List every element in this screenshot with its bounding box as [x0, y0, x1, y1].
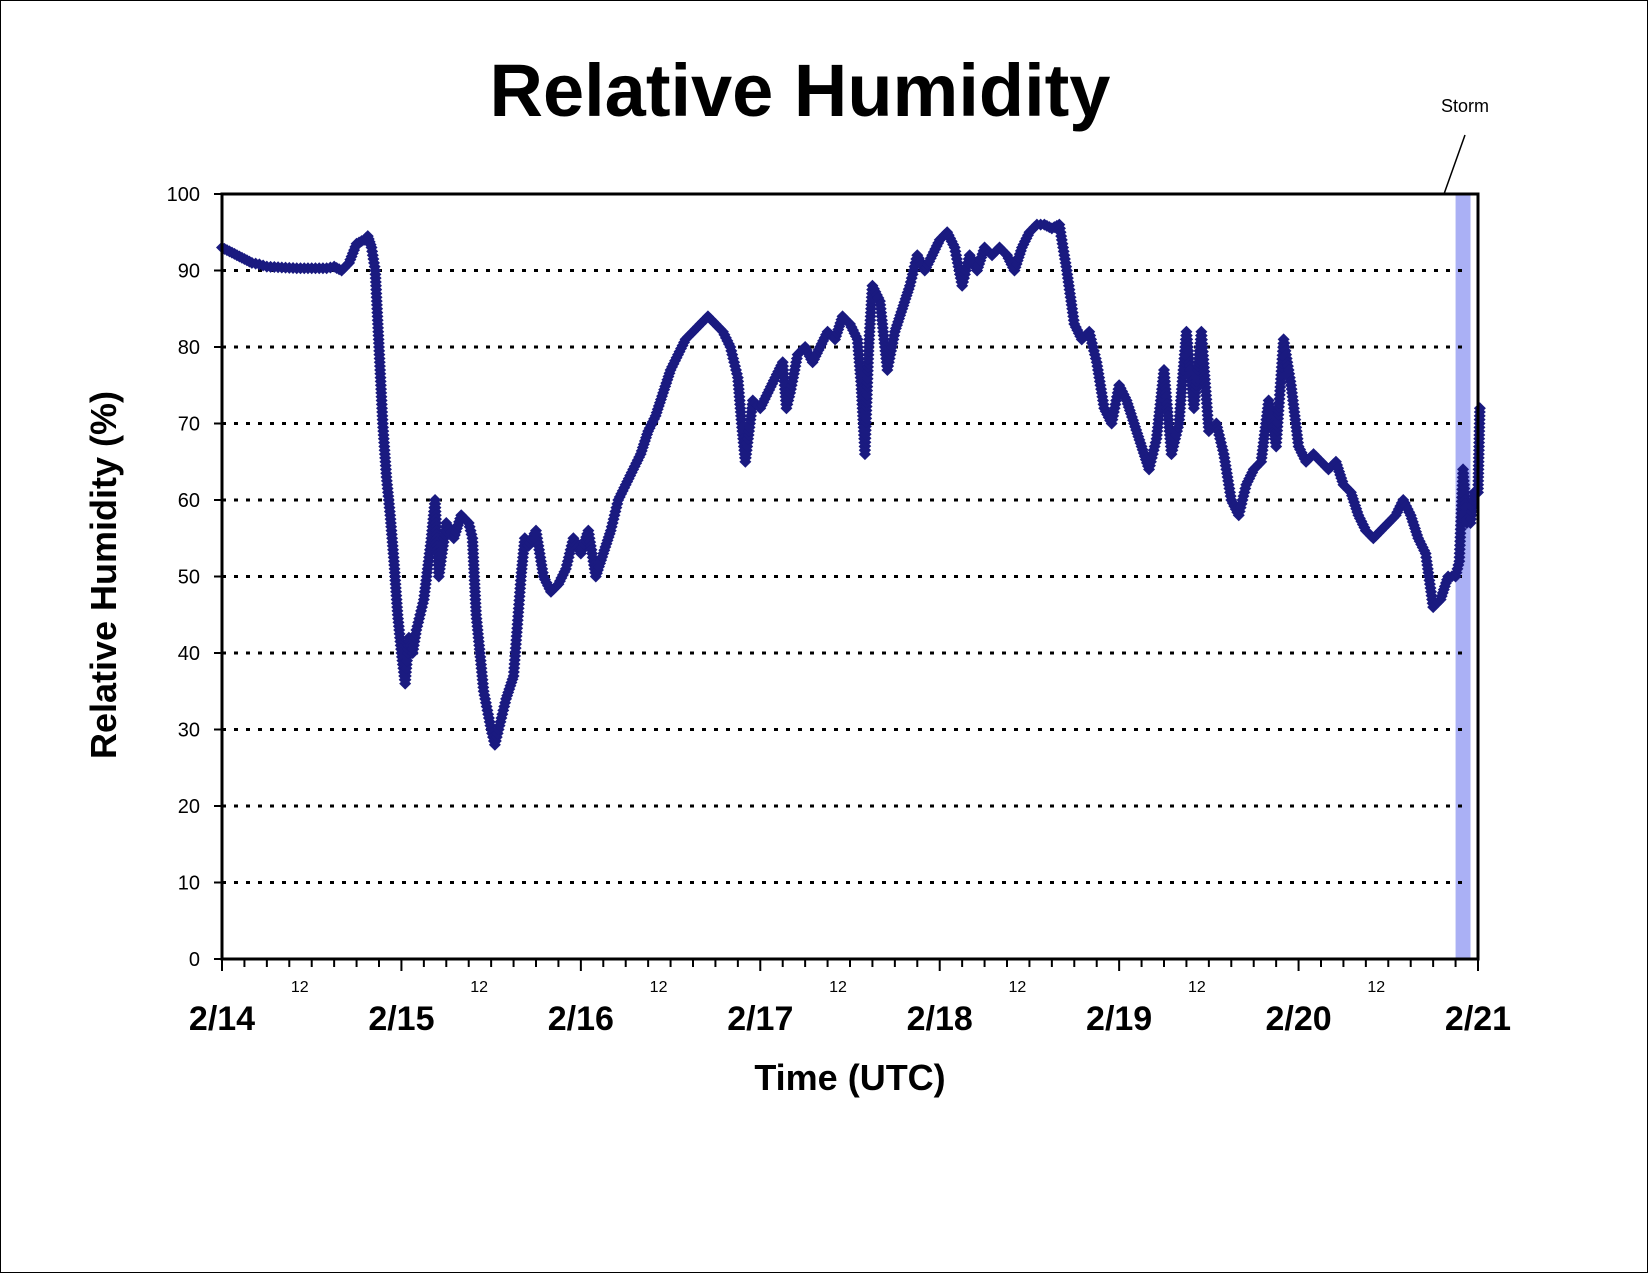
x-axis-title: Time (UTC) — [754, 1057, 945, 1098]
y-tick-label: 30 — [178, 720, 200, 742]
x-hour-label: 12 — [1188, 979, 1206, 996]
y-axis-ticks: 0 10 20 30 40 50 60 70 80 90 100 — [167, 184, 222, 971]
y-tick-label: 10 — [178, 873, 200, 895]
y-tick-label: 90 — [178, 261, 200, 283]
x-hour-label: 12 — [1367, 979, 1385, 996]
y-tick-label: 40 — [178, 643, 200, 665]
y-tick-label: 50 — [178, 567, 200, 589]
x-hour-label: 12 — [829, 979, 847, 996]
y-axis-title: Relative Humidity (%) — [83, 391, 124, 759]
storm-band — [1455, 194, 1471, 959]
x-day-label: 2/20 — [1265, 1000, 1331, 1038]
storm-band-layer — [1455, 194, 1471, 959]
x-day-label: 2/17 — [727, 1000, 793, 1038]
y-tick-label: 100 — [167, 184, 200, 206]
y-tick-label: 70 — [178, 414, 200, 436]
y-tick-label: 80 — [178, 337, 200, 359]
y-tick-label: 0 — [189, 949, 200, 971]
storm-annotation-label: Storm — [1441, 96, 1489, 116]
x-day-label: 2/21 — [1445, 1000, 1511, 1038]
x-day-label: 2/18 — [907, 1000, 973, 1038]
x-hour-label: 12 — [470, 979, 488, 996]
x-hour-label: 12 — [650, 979, 668, 996]
chart-title: Relative Humidity — [489, 49, 1111, 132]
x-hour-label: 12 — [1009, 979, 1027, 996]
data-points — [216, 218, 1486, 751]
y-tick-label: 20 — [178, 796, 200, 818]
x-day-label: 2/14 — [189, 1000, 255, 1038]
y-tick-label: 60 — [178, 490, 200, 512]
x-hour-label: 12 — [291, 979, 309, 996]
x-day-label: 2/16 — [548, 1000, 614, 1038]
x-day-label: 2/15 — [368, 1000, 434, 1038]
x-day-label: 2/19 — [1086, 1000, 1152, 1038]
storm-annotation-leader — [1443, 134, 1466, 195]
x-axis-ticks: 2/14 2/15 2/16 2/17 2/18 2/19 2/20 2/21 12 12 12 12… — [189, 959, 1511, 1038]
